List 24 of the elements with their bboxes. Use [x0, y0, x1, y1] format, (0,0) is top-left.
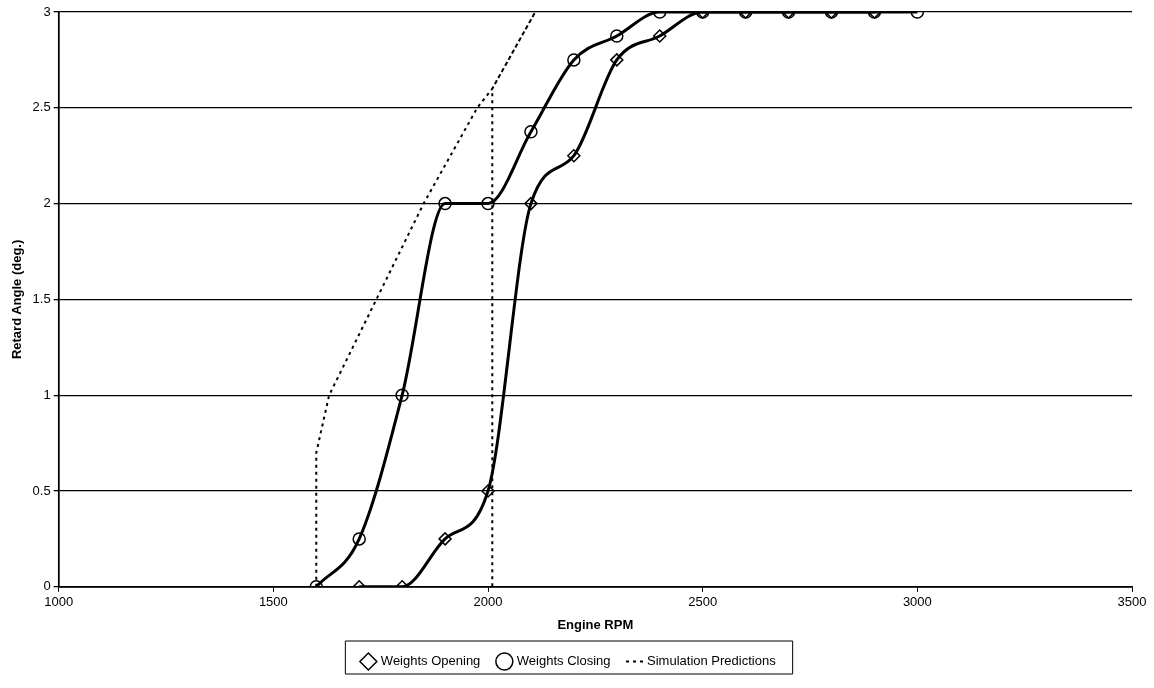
point: [481, 196, 495, 211]
legend-label: Simulation Predictions: [647, 653, 777, 669]
x-tick-label: 2000: [473, 594, 503, 610]
y-tick-label: 2.5: [32, 99, 51, 115]
x-tick-label: 2500: [688, 594, 718, 610]
y-tick-label: 3: [43, 3, 51, 19]
y-tick-label: 0.5: [32, 482, 51, 498]
x-tick-label: 1500: [258, 594, 288, 610]
x-tick-label: 3000: [902, 594, 932, 610]
y-axis-title: Retard Angle (deg.): [9, 239, 25, 360]
y-tick-label: 1: [43, 386, 51, 402]
point: [395, 388, 409, 402]
y-tick-label: 0: [43, 578, 51, 594]
x-axis-title: Engine RPM: [557, 616, 634, 632]
point: [524, 125, 538, 139]
y-tick-label: 1.5: [32, 290, 51, 306]
point: [567, 148, 581, 163]
legend-label: Weights Opening: [380, 653, 481, 669]
legend-label: Weights Closing: [516, 653, 611, 669]
y-tick-label: 2: [43, 195, 51, 211]
x-tick-label: 1000: [44, 594, 74, 610]
point: [524, 196, 538, 211]
x-tick-label: 3500: [1117, 594, 1147, 610]
point: [438, 196, 452, 211]
